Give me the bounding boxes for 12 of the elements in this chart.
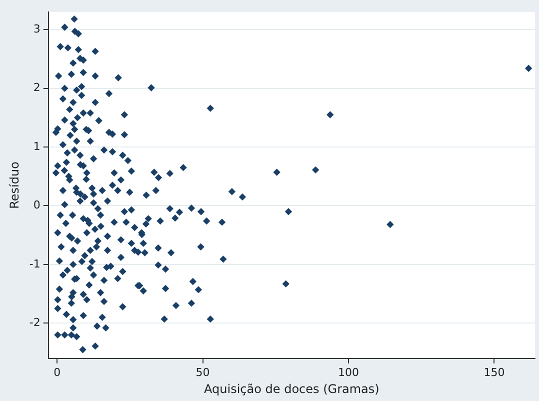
y-tick-label: -2 [29, 316, 40, 330]
x-tick-label: 0 [54, 366, 61, 379]
x-tick-label: 50 [196, 366, 210, 379]
y-tick-label: 0 [33, 198, 40, 212]
x-tick-label: 100 [338, 366, 360, 379]
y-tick-label: 3 [33, 22, 40, 36]
x-axis-title: Aquisição de doces (Gramas) [204, 382, 380, 396]
y-axis-title: Resíduo [7, 162, 22, 209]
y-tick-label: 2 [33, 81, 40, 94]
y-tick-label: 1 [33, 140, 40, 153]
y-tick-label: -1 [29, 257, 40, 270]
x-tick-label: 150 [484, 366, 505, 379]
